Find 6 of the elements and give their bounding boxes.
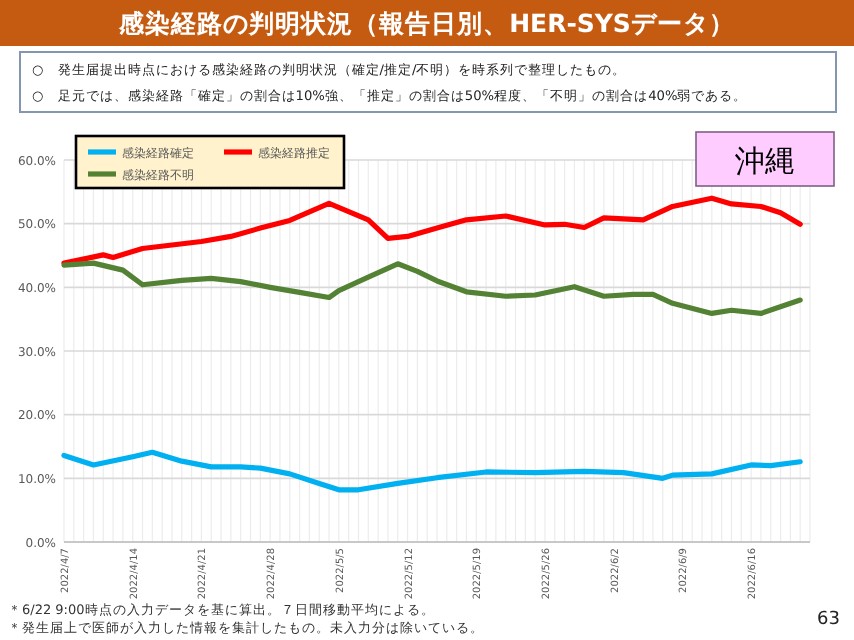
line-series <box>61 449 803 493</box>
line-series <box>61 260 803 317</box>
text: 63 <box>817 610 840 630</box>
annotation: 沖縄 <box>735 143 795 179</box>
chart-title: 感染経路の判明状況（報告日別、HER-SYSデータ） <box>117 8 735 38</box>
line-series <box>61 195 803 266</box>
